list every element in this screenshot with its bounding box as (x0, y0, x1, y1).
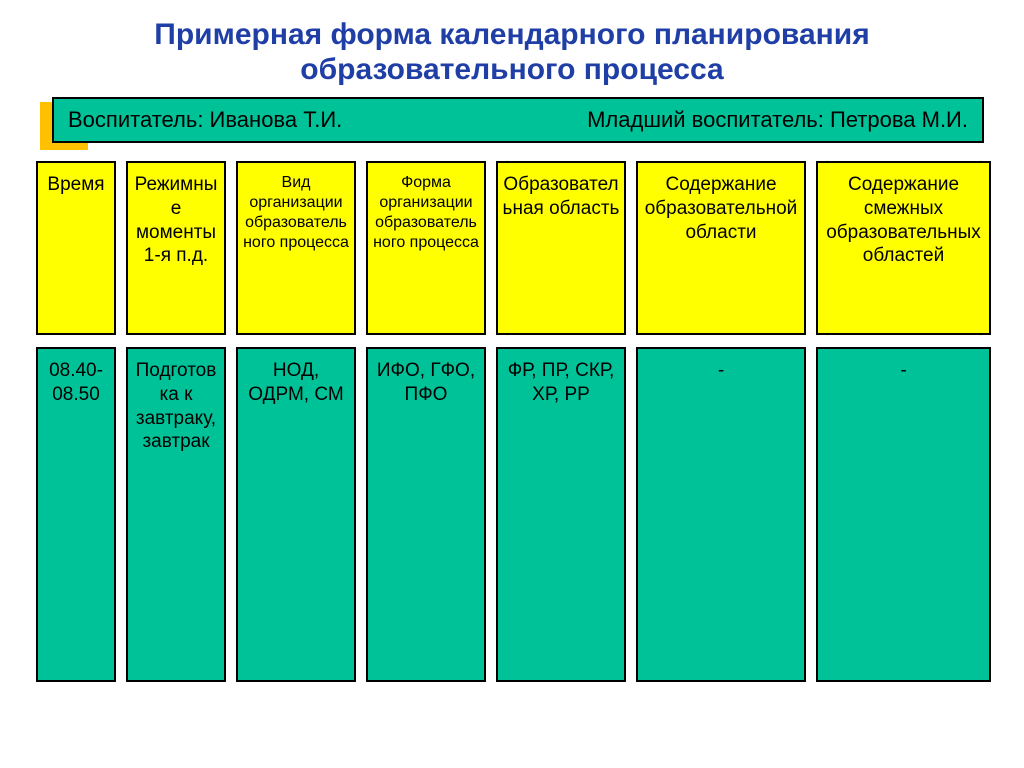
table-cell: 08.40-08.50 (36, 347, 116, 682)
table-cell: НОД, ОДРМ, СМ (236, 347, 356, 682)
col-header: Образовательная область (496, 161, 626, 335)
staff-right: Младший воспитатель: Петрова М.И. (587, 107, 968, 133)
col-header: Вид организации образовательного процесс… (236, 161, 356, 335)
table-cell: - (816, 347, 991, 682)
col-header: Форма организации образовательного проце… (366, 161, 486, 335)
table-cell: - (636, 347, 806, 682)
col-header: Время (36, 161, 116, 335)
staff-bar: Воспитатель: Иванова Т.И. Младший воспит… (52, 97, 984, 143)
table-row: 08.40-08.50 Подготовка к завтраку, завтр… (36, 347, 1004, 682)
table-cell: ФР, ПР, СКР, ХР, РР (496, 347, 626, 682)
col-header: Содержание образовательной области (636, 161, 806, 335)
col-header: Режимные моменты 1-я п.д. (126, 161, 226, 335)
staff-left: Воспитатель: Иванова Т.И. (68, 107, 342, 133)
planning-table: Время Режимные моменты 1-я п.д. Вид орга… (36, 161, 1004, 682)
col-header: Содержание смежных образовательных облас… (816, 161, 991, 335)
table-cell: Подготовка к завтраку, завтрак (126, 347, 226, 682)
table-cell: ИФО, ГФО, ПФО (366, 347, 486, 682)
page-title: Примерная форма календарного планировани… (0, 0, 1024, 97)
table-header-row: Время Режимные моменты 1-я п.д. Вид орга… (36, 161, 1004, 335)
